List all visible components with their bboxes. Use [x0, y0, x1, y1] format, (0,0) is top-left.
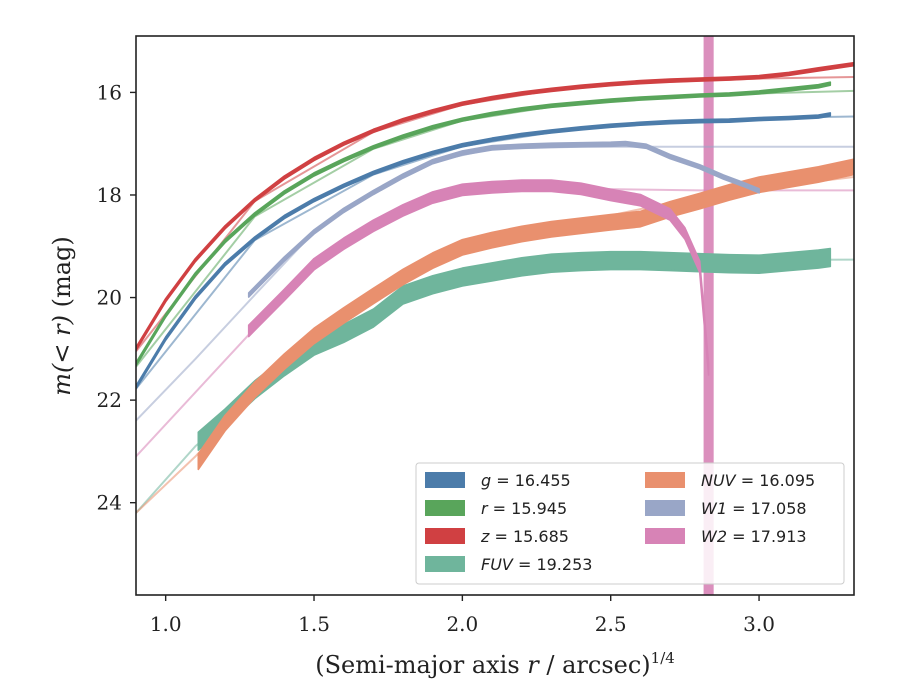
- legend-label: NUV = 16.095: [701, 471, 815, 490]
- series-band-z: [136, 61, 854, 352]
- legend-label-var: NUV: [701, 471, 737, 490]
- series-band-nuv: [197, 158, 854, 471]
- y-axis-label: m(< r) (mag): [48, 236, 76, 396]
- x-tick-label: 1.0: [150, 612, 182, 636]
- legend-label-value: = 17.913: [727, 527, 807, 546]
- legend-label-value: = 15.685: [489, 527, 569, 546]
- vertical-band: [703, 36, 714, 595]
- legend-entry-w2: W2 = 17.913: [645, 527, 807, 546]
- legend-label-value: = 16.095: [736, 471, 816, 490]
- series-band-w2: [247, 179, 710, 376]
- series-band-g: [136, 112, 832, 390]
- y-tick-label: 20: [97, 286, 122, 310]
- legend-label: z = 15.685: [480, 527, 569, 546]
- legend-swatch: [425, 472, 465, 488]
- legend-label-var: W2: [701, 527, 727, 546]
- legend-label-value: = 16.455: [491, 471, 571, 490]
- legend-swatch: [645, 500, 685, 516]
- x-axis-label: (Semi-major axis r / arcsec)1/4: [315, 649, 675, 679]
- x-tick-label: 2.0: [446, 612, 478, 636]
- legend-swatch: [425, 556, 465, 572]
- x-axis: 1.0 1.5 2.0 2.5 3.0: [150, 595, 775, 636]
- x-tick-label: 2.5: [595, 612, 627, 636]
- plot-frame: [135, 35, 855, 596]
- x-axis-label-main: (Semi-major axis: [315, 651, 527, 679]
- x-axis-label-var: r: [527, 651, 540, 679]
- x-axis-label-exponent: 1/4: [651, 649, 675, 667]
- legend-label-var: z: [480, 527, 490, 546]
- legend-swatch: [425, 528, 465, 544]
- legend-label-value: = 15.945: [488, 499, 568, 518]
- legend-label-var: FUV: [481, 555, 514, 574]
- legend-label: W2 = 17.913: [701, 527, 807, 546]
- x-axis-label-rest: / arcsec): [539, 651, 651, 679]
- y-axis: 16 18 20 22 24: [97, 80, 136, 515]
- legend-label: FUV = 19.253: [481, 555, 592, 574]
- y-tick-label: 22: [97, 388, 122, 412]
- x-tick-label: 3.0: [743, 612, 775, 636]
- legend-label-var: W1: [701, 499, 727, 518]
- legend-entry-fuv: FUV = 19.253: [425, 555, 592, 574]
- legend-swatch: [645, 472, 685, 488]
- series-band-fuv: [197, 247, 832, 451]
- legend-label-value: = 17.058: [727, 499, 807, 518]
- legend-frame: [415, 462, 845, 585]
- legend-entry-w1: W1 = 17.058: [645, 499, 807, 518]
- x-tick-label: 1.5: [298, 612, 330, 636]
- y-axis-label-main: m(< r): [48, 315, 76, 396]
- legend-label: r = 15.945: [481, 499, 567, 518]
- legend-label-var: g: [481, 471, 491, 490]
- y-tick-label: 16: [97, 80, 122, 104]
- legend-label: W1 = 17.058: [701, 499, 807, 518]
- series-band-r: [136, 81, 832, 367]
- legend-entry-nuv: NUV = 16.095: [645, 471, 815, 490]
- series-bands-layer: [136, 61, 854, 471]
- series-band-w1: [247, 140, 760, 298]
- legend-entry-z: z = 15.685: [425, 527, 569, 546]
- legend-label: g = 16.455: [481, 471, 571, 490]
- legend-label-var: r: [481, 499, 489, 518]
- vertical-band-layer: [703, 36, 714, 595]
- legend-swatch: [645, 528, 685, 544]
- y-tick-label: 24: [97, 491, 122, 515]
- legend-entry-g: g = 16.455: [425, 471, 571, 490]
- legend-label-value: = 19.253: [513, 555, 593, 574]
- y-axis-label-unit: (mag): [48, 236, 76, 315]
- legend-entry-r: r = 15.945: [425, 499, 567, 518]
- y-tick-label: 18: [97, 183, 122, 207]
- legend-swatch: [425, 500, 465, 516]
